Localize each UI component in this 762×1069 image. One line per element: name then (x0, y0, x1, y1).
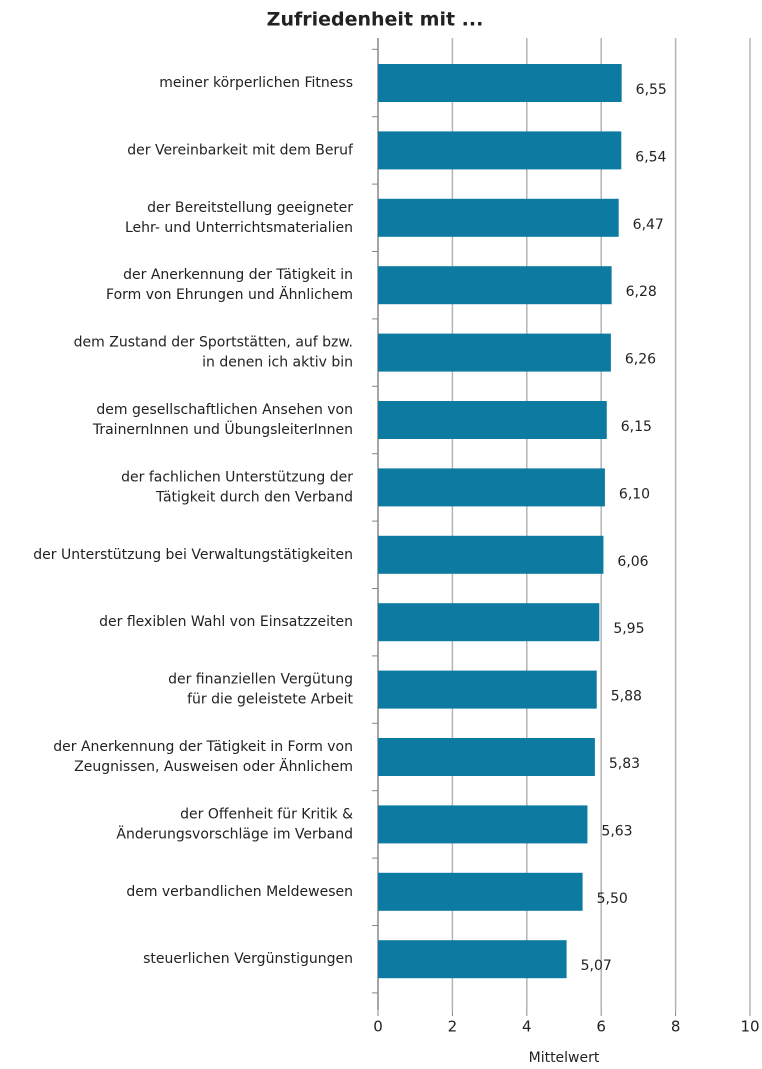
y-tick-label-line: der Offenheit für Kritik & (180, 806, 353, 822)
y-tick-label-line: dem Zustand der Sportstätten, auf bzw. (74, 335, 353, 351)
bar (378, 872, 583, 911)
value-label: 6,15 (621, 419, 652, 435)
y-tick-label-line: dem verbandlichen Meldewesen (126, 884, 353, 900)
value-label: 6,54 (635, 149, 666, 165)
y-tick-label-line: der fachlichen Unterstützung der (121, 469, 353, 485)
bar (378, 468, 605, 507)
y-tick-label: dem verbandlichen Meldewesen (126, 884, 353, 900)
y-tick-label-line: der flexiblen Wahl von Einsatzzeiten (99, 614, 353, 630)
y-tick-label-line: meiner körperlichen Fitness (159, 75, 353, 91)
y-tick-label-line: Form von Ehrungen und Ähnlichem (106, 285, 353, 303)
value-label: 6,26 (625, 352, 656, 368)
y-tick-label-line: der Unterstützung bei Verwaltungstätigke… (33, 547, 353, 563)
y-tick-label: der Bereitstellung geeigneter Lehr- und U… (125, 200, 353, 236)
y-tick-label-line: in denen ich aktiv bin (202, 355, 353, 371)
x-tick-label: 4 (522, 1018, 532, 1036)
bar (378, 266, 612, 305)
y-tick-label-line: der Anerkennung der Tätigkeit in (123, 267, 353, 283)
y-tick-label-line: steuerlichen Vergünstigungen (143, 951, 353, 967)
bar (378, 940, 567, 979)
bar (378, 401, 607, 439)
y-tick-label-line: Tätigkeit durch den Verband (155, 489, 353, 505)
bar (378, 198, 619, 237)
bar (378, 805, 588, 844)
bar (378, 333, 611, 372)
value-label: 5,63 (601, 823, 632, 839)
value-label: 6,28 (626, 284, 657, 300)
bar (378, 131, 622, 170)
x-axis-label: Mittelwert (529, 1050, 600, 1066)
bar (378, 670, 597, 709)
y-tick-label-line: dem gesellschaftlichen Ansehen von (96, 402, 353, 418)
value-label: 5,95 (613, 621, 644, 637)
value-label: 6,55 (636, 82, 667, 98)
value-label: 5,50 (597, 891, 628, 907)
y-tick-label-line: der finanziellen Vergütung (168, 672, 353, 688)
y-tick-label: der Anerkennung der Tätigkeit in Form vo… (53, 739, 353, 775)
y-tick-label: der Unterstützung bei Verwaltungstätigke… (33, 547, 353, 563)
y-tick-label: der Vereinbarkeit mit dem Beruf (127, 142, 354, 158)
y-tick-label: steuerlichen Vergünstigungen (143, 951, 353, 967)
value-label: 5,88 (611, 689, 642, 705)
y-tick-label: der Offenheit für Kritik & Änderungsvorsc… (116, 806, 353, 842)
value-label: 6,06 (617, 554, 648, 570)
y-tick-label: meiner körperlichen Fitness (159, 75, 353, 91)
y-tick-label-line: Änderungsvorschläge im Verband (116, 824, 353, 842)
bar (378, 738, 595, 776)
chart-title: Zufriedenheit mit ... (267, 9, 484, 31)
y-tick-label: dem Zustand der Sportstätten, auf bzw. in… (74, 335, 353, 371)
bar (378, 535, 604, 574)
x-tick-label: 8 (671, 1018, 681, 1036)
value-label: 6,10 (619, 486, 650, 502)
y-tick-label: dem gesellschaftlichen Ansehen von Traine… (92, 402, 353, 438)
y-tick-label-line: für die geleistete Arbeit (187, 692, 353, 708)
y-tick-label-line: der Bereitstellung geeigneter (147, 200, 353, 216)
y-tick-label: der fachlichen Unterstützung der Tätigkei… (121, 469, 353, 505)
y-tick-label-line: Lehr- und Unterrichtsmaterialien (125, 220, 353, 236)
value-label: 5,83 (609, 756, 640, 772)
value-label: 5,07 (581, 958, 612, 974)
y-tick-label: der flexiblen Wahl von Einsatzzeiten (99, 614, 353, 630)
y-tick-label: der Anerkennung der Tätigkeit in Form von… (106, 267, 353, 303)
x-tick-label: 6 (596, 1018, 606, 1036)
x-tick-label: 2 (448, 1018, 458, 1036)
y-tick-label: der finanziellen Vergütung für die geleis… (168, 672, 353, 708)
bar (378, 64, 622, 102)
y-tick-label-line: TrainernInnen und ÜbungsleiterInnen (92, 420, 353, 438)
value-label: 6,47 (633, 217, 664, 233)
bar (378, 603, 600, 642)
y-tick-label-line: der Anerkennung der Tätigkeit in Form vo… (53, 739, 353, 755)
x-tick-label: 10 (740, 1018, 759, 1036)
y-tick-label-line: der Vereinbarkeit mit dem Beruf (127, 142, 354, 158)
y-tick-label-line: Zeugnissen, Ausweisen oder Ähnlichem (74, 757, 353, 775)
x-tick-label: 0 (373, 1018, 383, 1036)
